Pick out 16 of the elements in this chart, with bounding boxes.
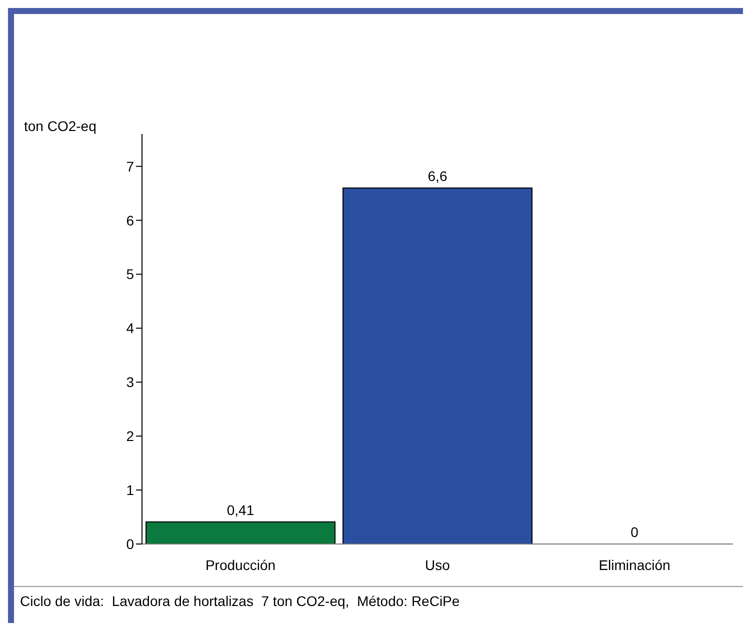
y-tick-label: 3 [126,374,134,390]
y-tick-label: 4 [126,320,134,336]
x-tick-label: Producción [205,556,276,573]
y-tick-label: 2 [126,428,134,444]
y-tick-label: 1 [126,482,134,498]
y-axis-title: ton CO2-eq [24,118,96,134]
x-tick-label: Uso [425,556,450,573]
y-tick-label: 7 [126,158,134,174]
text: Ciclo de vida: Lavadora de hortalizas 7 ton CO2-eq, Método: ReCiPe [20,593,461,609]
data-label: 0,41 [226,502,254,518]
y-tick-label: 5 [126,266,134,282]
y-tick-label: 6 [126,212,134,228]
data-label: 0 [630,524,639,540]
data-label: 6,6 [428,168,448,184]
y-tick-label: 0 [126,536,134,552]
x-tick-label: Eliminación [598,556,670,573]
